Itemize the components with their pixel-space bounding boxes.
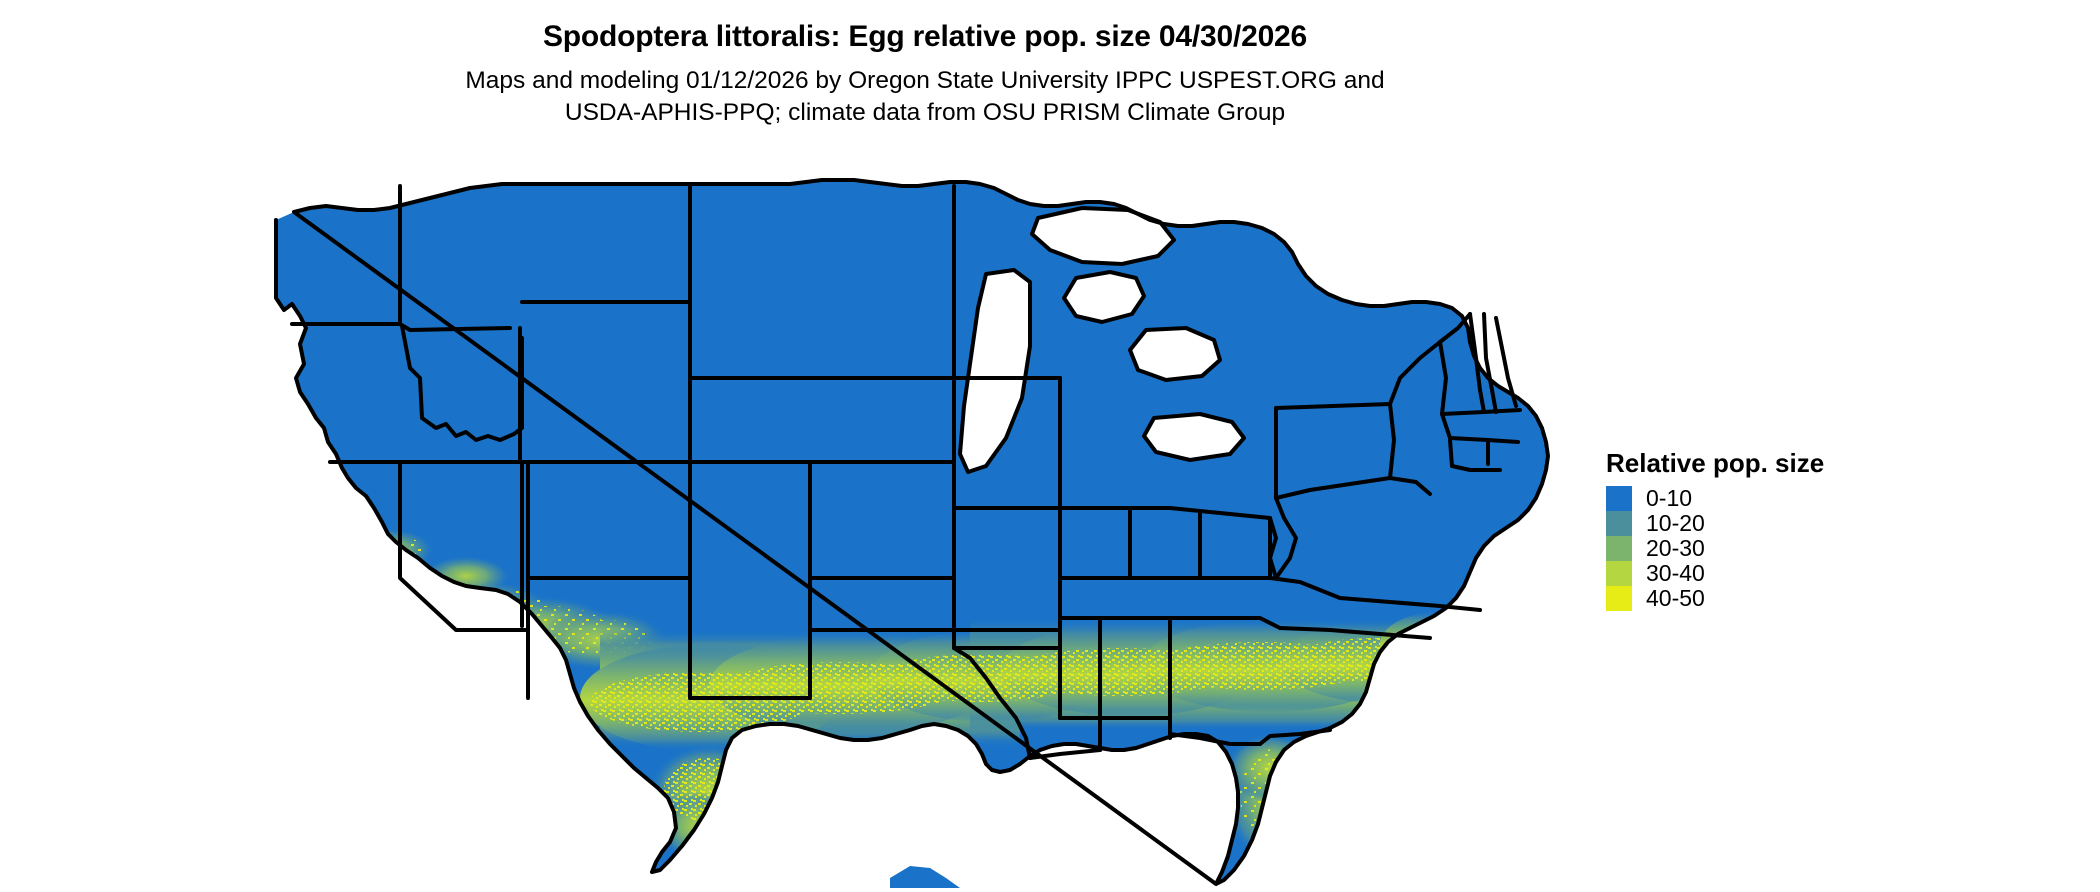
legend-label: 20-30 bbox=[1646, 535, 1705, 561]
map-legend: Relative pop. size 0-10 10-20 20-30 30-40 40… bbox=[1606, 448, 1906, 611]
legend-swatch bbox=[1606, 536, 1632, 561]
legend-label: 30-40 bbox=[1646, 560, 1705, 586]
legend-title: Relative pop. size bbox=[1606, 448, 1825, 478]
legend-swatch bbox=[1606, 586, 1632, 611]
legend-item: 20-30 bbox=[1606, 536, 1906, 561]
page-title: Spodoptera littoralis: Egg relative pop.… bbox=[542, 20, 1308, 53]
legend-item: 10-20 bbox=[1606, 511, 1906, 536]
us-map bbox=[270, 178, 1580, 888]
legend-label: 40-50 bbox=[1646, 585, 1705, 611]
state-borders bbox=[274, 178, 1550, 886]
legend-label: 10-20 bbox=[1646, 510, 1705, 536]
legend-item: 0-10 bbox=[1606, 486, 1906, 511]
legend-swatch bbox=[1606, 511, 1632, 536]
subtitle-line-1: Maps and modeling 01/12/2026 by Oregon S… bbox=[465, 67, 1385, 94]
us-map-svg bbox=[270, 178, 1580, 888]
legend-item: 40-50 bbox=[1606, 586, 1906, 611]
legend-swatch bbox=[1606, 486, 1632, 511]
title-block: Spodoptera littoralis: Egg relative pop.… bbox=[0, 0, 1850, 129]
legend-item: 30-40 bbox=[1606, 561, 1906, 586]
legend-swatch bbox=[1606, 561, 1632, 586]
legend-item-list: 0-10 10-20 20-30 30-40 40-50 bbox=[1606, 486, 1906, 611]
legend-label: 0-10 bbox=[1646, 485, 1693, 511]
subtitle-line-2: USDA-APHIS-PPQ; climate data from OSU PR… bbox=[564, 99, 1286, 126]
great-lakes-outline bbox=[958, 206, 1246, 474]
figure-subtitle: Maps and modeling 01/12/2026 by Oregon S… bbox=[0, 65, 1850, 129]
